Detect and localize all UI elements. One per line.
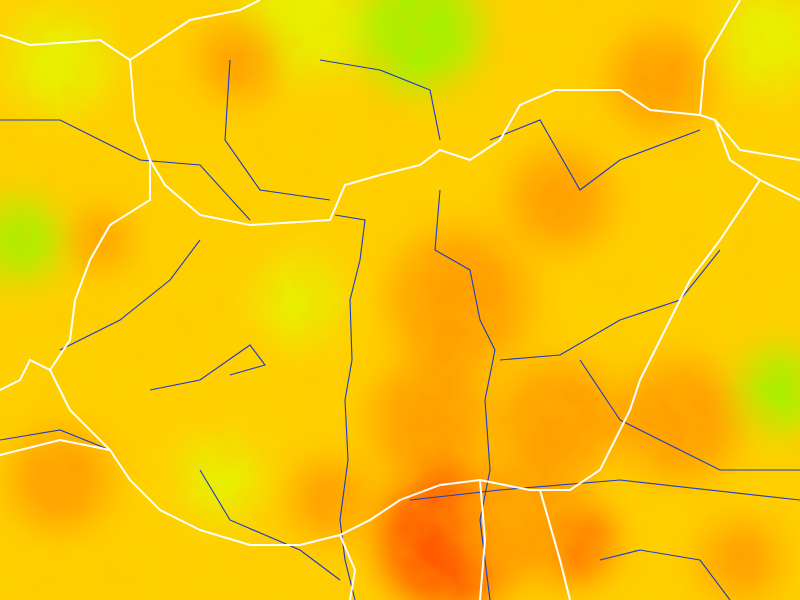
country-border <box>339 534 357 600</box>
country-border <box>759 179 800 201</box>
river <box>0 119 251 221</box>
rivers <box>0 59 800 600</box>
country-border <box>479 479 487 600</box>
country-border <box>539 489 571 600</box>
river <box>149 344 266 391</box>
river <box>319 59 441 141</box>
river <box>489 119 701 191</box>
river <box>579 359 800 471</box>
country-border <box>714 119 800 161</box>
country-border <box>0 438 111 456</box>
river <box>59 239 201 351</box>
country-border <box>129 0 261 61</box>
country-border <box>0 34 762 546</box>
country-border <box>49 160 151 371</box>
river <box>224 59 331 201</box>
country-border <box>699 0 741 116</box>
river <box>199 469 341 581</box>
river <box>599 549 731 600</box>
river <box>499 249 721 361</box>
river <box>409 479 800 501</box>
river <box>0 429 111 451</box>
river <box>434 189 496 600</box>
